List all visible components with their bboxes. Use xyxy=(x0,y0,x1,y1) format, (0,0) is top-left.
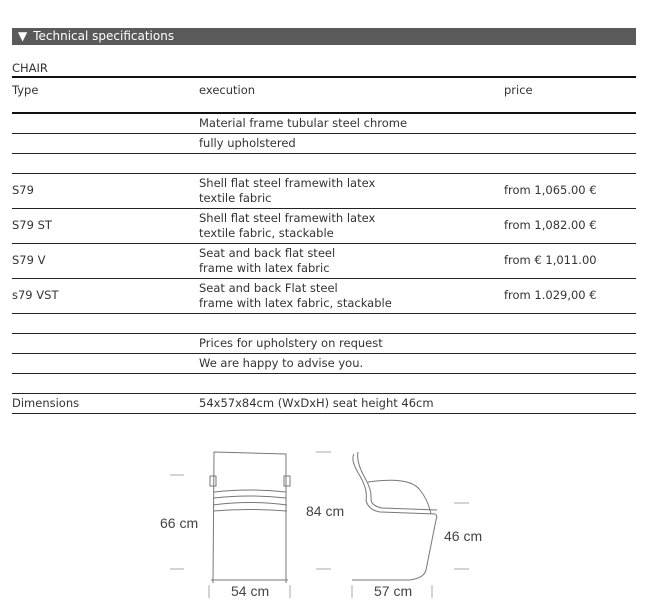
cell-execution: Prices for upholstery on request xyxy=(199,336,383,350)
header-execution: execution xyxy=(199,83,256,97)
front-view-chair xyxy=(209,451,291,584)
cell-price: from 1.029,00 € xyxy=(504,288,597,302)
header-type: Type xyxy=(12,83,39,97)
front-width-label: 54 cm xyxy=(231,583,269,599)
cell-execution: Seat and back flat steel xyxy=(199,246,336,260)
row-divider xyxy=(12,373,636,374)
divider xyxy=(12,76,636,78)
cell-type: S79 ST xyxy=(12,218,52,232)
dimension-marks xyxy=(170,451,469,598)
cell-execution: Shell flat steel framewith latex xyxy=(199,211,376,225)
row-divider xyxy=(12,133,636,134)
row-divider xyxy=(12,413,636,414)
row-divider xyxy=(12,333,636,334)
header-price: price xyxy=(504,83,533,97)
cell-execution: frame with latex fabric, stackable xyxy=(199,296,392,310)
row-divider xyxy=(12,353,636,354)
side-depth-label: 57 cm xyxy=(374,583,412,599)
cell-execution: Material frame tubular steel chrome xyxy=(199,116,408,130)
cell-execution: textile fabric xyxy=(199,191,272,205)
front-height-label: 66 cm xyxy=(160,515,198,531)
row-divider xyxy=(12,208,636,209)
row-divider xyxy=(12,173,636,174)
cell-price: from 1,082.00 € xyxy=(504,218,597,232)
cell-execution: fully upholstered xyxy=(199,136,296,150)
table-caption: CHAIR xyxy=(12,61,48,75)
cell-price: from 1,065.00 € xyxy=(504,183,597,197)
section-header-technical-specifications[interactable]: ▼ Technical specifications xyxy=(12,28,636,45)
cell-type: S79 V xyxy=(12,253,46,267)
seat-height-label: 46 cm xyxy=(444,528,482,544)
cell-execution: Shell flat steel framewith latex xyxy=(199,176,376,190)
row-divider xyxy=(12,278,636,279)
cell-execution: textile fabric, stackable xyxy=(199,226,334,240)
cell-type: s79 VST xyxy=(12,288,59,302)
total-height-label: 84 cm xyxy=(306,503,344,519)
cell-type: Dimensions xyxy=(12,396,80,410)
cell-execution: 54x57x84cm (WxDxH) seat height 46cm xyxy=(199,396,434,410)
side-view-chair xyxy=(352,451,438,581)
cell-type: S79 xyxy=(12,183,34,197)
row-divider xyxy=(12,153,636,154)
row-divider xyxy=(12,393,636,394)
section-title: Technical specifications xyxy=(33,29,175,43)
triangle-down-icon: ▼ xyxy=(18,29,28,43)
cell-price: from € 1,011.00 xyxy=(504,253,597,267)
row-divider xyxy=(12,243,636,244)
row-divider xyxy=(12,313,636,314)
cell-execution: frame with latex fabric xyxy=(199,261,330,275)
divider xyxy=(12,112,636,114)
cell-execution: We are happy to advise you. xyxy=(199,356,364,370)
cell-execution: Seat and back Flat steel xyxy=(199,281,338,295)
